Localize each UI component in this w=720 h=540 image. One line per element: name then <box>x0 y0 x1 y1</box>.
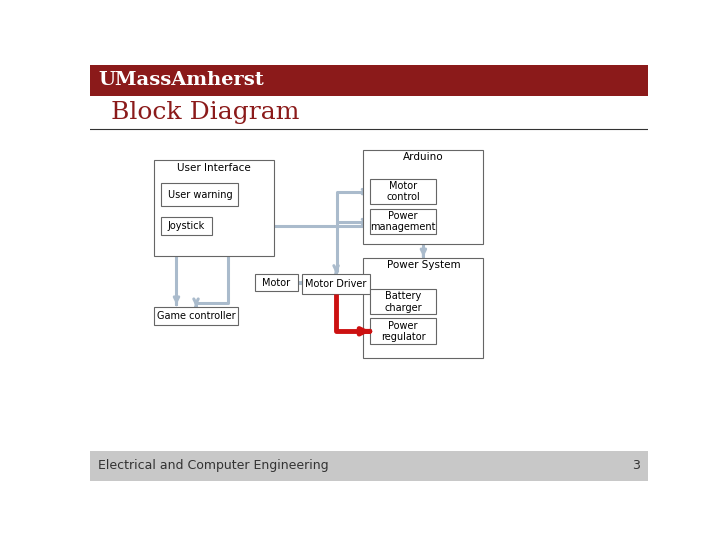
Text: Power
regulator: Power regulator <box>381 321 426 342</box>
Bar <box>370 179 436 204</box>
Text: Battery
charger: Battery charger <box>384 291 422 313</box>
Text: Motor
control: Motor control <box>386 181 420 202</box>
Bar <box>302 274 370 294</box>
Text: Power System: Power System <box>387 260 460 270</box>
Text: User Interface: User Interface <box>177 163 251 172</box>
Text: Electrical and Computer Engineering: Electrical and Computer Engineering <box>99 459 329 472</box>
Text: Motor Driver: Motor Driver <box>305 279 366 289</box>
Text: Game controller: Game controller <box>157 310 235 321</box>
Text: Arduino: Arduino <box>403 152 444 162</box>
Bar <box>154 160 274 256</box>
Bar <box>161 183 238 206</box>
Text: Block Diagram: Block Diagram <box>111 101 300 124</box>
Bar <box>90 65 648 96</box>
Bar <box>370 289 436 314</box>
Bar <box>364 150 483 244</box>
Bar <box>364 258 483 358</box>
Bar <box>370 319 436 344</box>
Text: Joystick: Joystick <box>168 221 205 231</box>
Bar <box>370 208 436 234</box>
Bar <box>154 307 238 325</box>
Text: 3: 3 <box>631 459 639 472</box>
Bar <box>255 274 298 292</box>
Text: Power
management: Power management <box>370 211 436 232</box>
Bar <box>90 451 648 481</box>
Text: UMassAmherst: UMassAmherst <box>99 71 264 89</box>
Text: User warning: User warning <box>168 190 233 200</box>
Text: Motor: Motor <box>262 278 290 288</box>
Bar <box>161 217 212 235</box>
